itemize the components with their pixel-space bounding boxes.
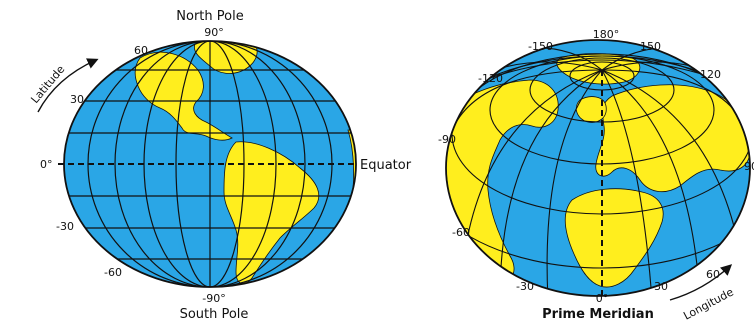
south-pole-value: -90° (202, 292, 225, 305)
lat-tick-0: 0° (40, 158, 53, 171)
lat-tick-minus60: -60 (104, 266, 122, 279)
lon-tick-180: 180° (593, 28, 620, 41)
equator-label: Equator (360, 158, 412, 173)
lon-tick-minus120: -120 (478, 72, 503, 85)
latitude-axis-label: Latitude (28, 63, 67, 106)
north-america-shape (134, 51, 233, 141)
north-pole-label: North Pole (176, 9, 243, 24)
lat-tick-minus30: -30 (56, 220, 74, 233)
lon-tick-minus30: -30 (516, 280, 534, 293)
latitude-globe: North Pole 90° -90° South Pole Equator 6… (28, 9, 411, 322)
lat-tick-60: 60 (134, 44, 148, 57)
lat-tick-30: 30 (70, 93, 84, 106)
prime-meridian-label: Prime Meridian (542, 307, 654, 322)
lon-tick-minus90: -90 (438, 133, 456, 146)
lon-tick-minus60: -60 (452, 226, 470, 239)
latitude-arrow (37, 58, 99, 113)
north-pole-value: 90° (204, 26, 224, 39)
europe-north-shape (575, 96, 607, 123)
lon-tick-120: 120 (700, 68, 721, 81)
lon-tick-150: 150 (640, 40, 661, 53)
lon-tick-0: 0° (596, 292, 609, 305)
longitude-axis-label: Longitude (681, 285, 736, 322)
south-pole-label: South Pole (180, 307, 249, 322)
lon-tick-90: 90 (744, 160, 754, 173)
right-outline (445, 39, 751, 297)
longitude-arrow (669, 264, 733, 301)
lon-tick-30: 30 (654, 280, 668, 293)
lon-tick-minus150: -150 (528, 40, 553, 53)
longitude-globe: 180° -150 150 -120 120 -90 90 -60 60 -30… (438, 28, 754, 323)
